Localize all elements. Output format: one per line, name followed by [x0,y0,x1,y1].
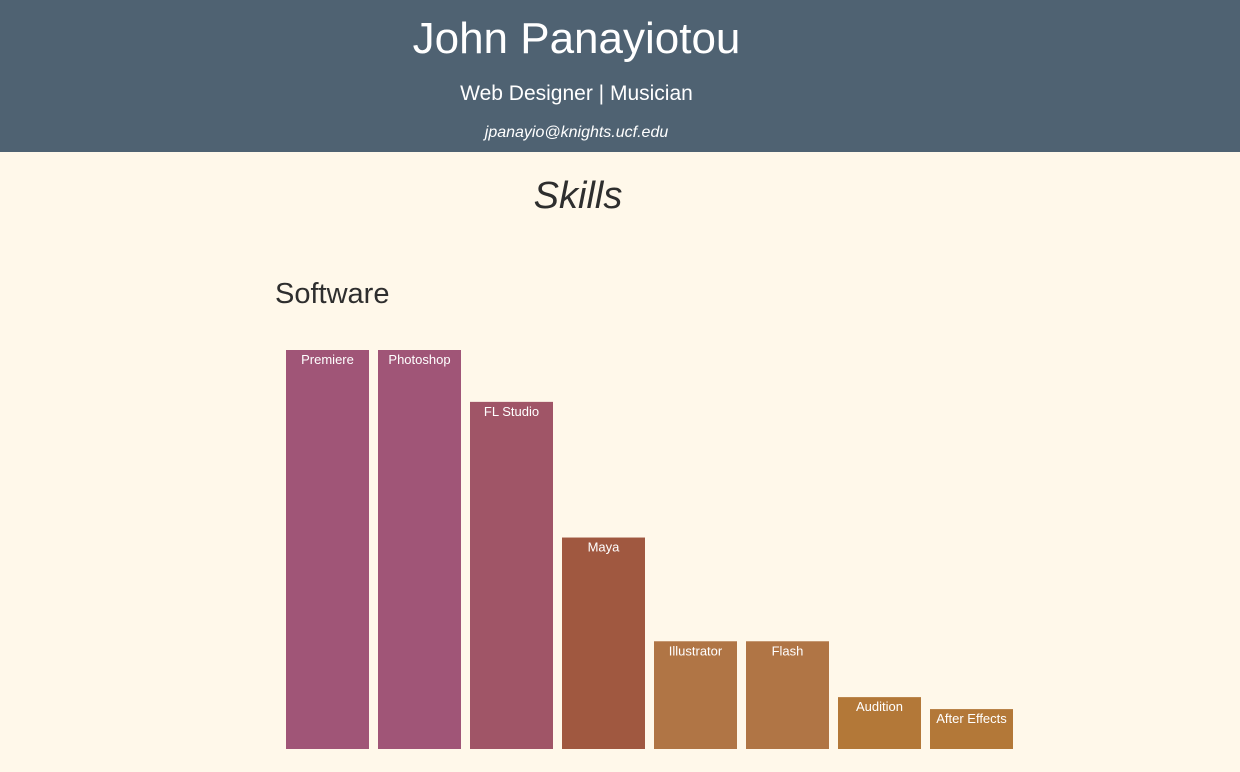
bar-label-photoshop: Photoshop [388,352,450,367]
bar-label-maya: Maya [588,540,621,555]
bar-label-audition: Audition [856,699,903,714]
bar-maya [562,537,645,749]
bar-premiere [286,350,369,749]
bar-label-fl-studio: FL Studio [484,404,539,419]
header-banner: John Panayiotou Web Designer | Musician … [0,0,1240,152]
bar-illustrator [654,641,737,749]
software-heading: Software [275,278,390,310]
bar-label-illustrator: Illustrator [669,643,723,658]
bar-label-flash: Flash [772,643,804,658]
bar-flash [746,641,829,749]
bar-after-effects [930,709,1013,749]
tagline: Web Designer | Musician [460,82,693,105]
bar-audition [838,697,921,749]
bar-photoshop [378,350,461,749]
bar-label-after-effects: After Effects [936,711,1007,726]
site-owner-name: John Panayiotou [412,14,741,63]
email-link[interactable]: jpanayio@knights.ucf.edu [484,124,669,141]
bar-label-premiere: Premiere [301,352,354,367]
skills-heading: Skills [533,175,623,217]
bar-fl-studio [470,401,553,749]
